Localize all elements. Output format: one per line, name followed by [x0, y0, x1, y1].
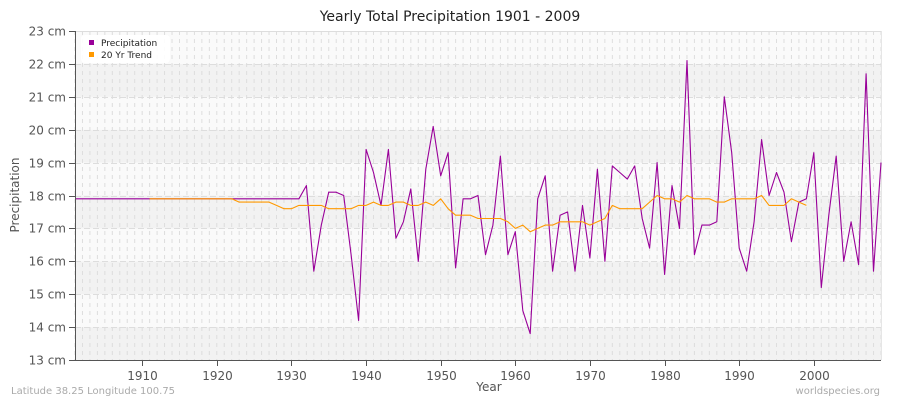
- legend-swatch-precipitation: [89, 40, 94, 45]
- y-tick-label: 13 cm: [29, 354, 66, 368]
- y-axis-title: Precipitation: [8, 157, 22, 232]
- location-caption: Latitude 38.25 Longitude 100.75: [11, 386, 175, 397]
- y-tick-label: 15 cm: [29, 288, 66, 302]
- y-tick-label: 16 cm: [29, 255, 66, 269]
- x-tick-label: 1950: [426, 369, 457, 383]
- x-tick-label: 1940: [351, 369, 382, 383]
- y-tick-label: 19 cm: [29, 157, 66, 171]
- legend-swatch-trend: [89, 52, 94, 57]
- y-tick-label: 20 cm: [29, 124, 66, 138]
- y-tick-label: 23 cm: [29, 25, 66, 39]
- x-tick-label: 1990: [724, 369, 755, 383]
- x-tick-label: 2000: [799, 369, 830, 383]
- y-tick-label: 17 cm: [29, 222, 66, 236]
- y-tick-label: 18 cm: [29, 190, 66, 204]
- x-tick-label: 1980: [650, 369, 681, 383]
- x-axis-title: Year: [475, 380, 501, 394]
- source-caption: worldspecies.org: [796, 386, 880, 397]
- x-tick-label: 1970: [575, 369, 606, 383]
- y-tick-label: 14 cm: [29, 321, 66, 335]
- y-tick-label: 21 cm: [29, 91, 66, 105]
- x-tick-label: 1920: [202, 369, 233, 383]
- axes: 13 cm 14 cm 15 cm 16 cm 17 cm 18 cm 19 cm 20 cm…: [29, 25, 881, 383]
- legend-box: [81, 35, 170, 63]
- x-tick-label: 1930: [276, 369, 307, 383]
- x-tick-label: 1960: [500, 369, 531, 383]
- legend-label-precipitation: Precipitation: [101, 39, 157, 49]
- legend: Precipitation 20 Yr Trend: [81, 35, 170, 63]
- x-tick-label: 1910: [127, 369, 158, 383]
- data-series: [75, 60, 882, 335]
- y-tick-label: 22 cm: [29, 58, 66, 72]
- chart-title: Yearly Total Precipitation 1901 - 2009: [319, 9, 581, 25]
- trend-line: [149, 194, 807, 233]
- legend-label-trend: 20 Yr Trend: [101, 51, 152, 61]
- grid-lines: [74, 31, 882, 361]
